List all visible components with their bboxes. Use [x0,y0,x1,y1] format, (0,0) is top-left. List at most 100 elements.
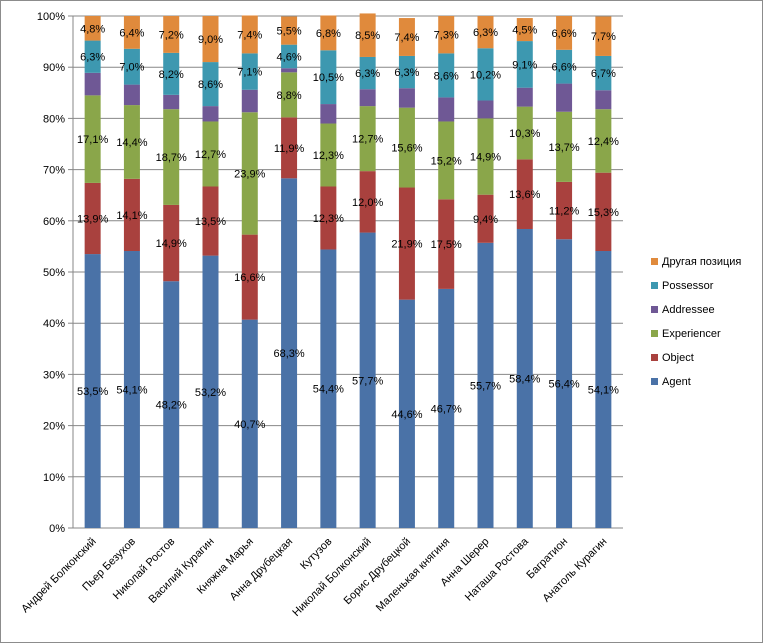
bar-segment [241,89,258,113]
data-label: 56,4% [548,379,579,391]
bar-segment [477,194,494,243]
data-label: 6,3% [355,68,380,80]
data-label: 15,3% [588,207,619,219]
data-label: 46,7% [431,403,462,415]
bar-segment [123,105,140,179]
bar-segment [84,182,101,255]
legend-swatch [651,258,658,265]
data-label: 23,9% [234,168,265,180]
x-tick-label: Андрей Болконский [19,536,99,616]
y-tick-label: 40% [43,318,65,330]
data-label: 14,4% [116,137,147,149]
data-label: 9,1% [512,59,537,71]
data-label: 8,5% [355,30,380,42]
bar-segment [202,186,219,256]
bar-segment [477,48,494,101]
data-label: 13,5% [195,216,226,228]
bar-segment [84,16,101,41]
data-label: 68,3% [273,348,304,360]
bar-segment [359,56,376,90]
bar-segment [477,118,494,195]
data-label: 6,4% [119,27,144,39]
legend-swatch [651,354,658,361]
bar-segment [123,84,140,106]
bar-segment [84,254,101,528]
y-tick-label: 70% [43,165,65,177]
bar-segment [202,121,219,187]
bar-segment [84,95,101,183]
bar-segment [163,204,180,282]
data-label: 54,4% [313,384,344,396]
data-label: 13,9% [77,213,108,225]
data-label: 40,7% [234,419,265,431]
bar-segment [595,109,612,173]
bar-segment [556,49,573,84]
bar-segment [281,72,298,118]
data-label: 57,7% [352,375,383,387]
data-label: 7,0% [119,62,144,74]
legend-swatch [651,330,658,337]
bar-segment [163,281,180,528]
data-label: 12,0% [352,197,383,209]
gridlines [73,15,623,529]
bar-segment [241,53,258,90]
data-label: 17,1% [77,134,108,146]
data-label: 55,7% [470,380,501,392]
bar-segment [359,13,376,57]
data-label: 17,5% [431,239,462,251]
data-label: 14,9% [470,152,501,164]
bar-segment [281,16,298,45]
bar-segment [595,251,612,528]
bar-segment [595,90,612,110]
x-tick-label: Николай Болконский [290,536,373,619]
data-label: 53,2% [195,387,226,399]
bar-segment [241,234,258,320]
bar-segment [595,55,612,91]
legend-label: Addressee [662,304,715,316]
data-label: 7,4% [237,29,262,41]
bar-segment [320,186,337,250]
data-label: 7,1% [237,67,262,79]
bar-segment [320,104,337,124]
bar-segment [163,52,180,95]
data-label: 12,3% [313,150,344,162]
data-label: 11,2% [549,206,580,218]
data-label: 6,8% [316,28,341,40]
y-tick-label: 10% [43,472,65,484]
bar-segment [123,16,140,49]
bar-segment [241,319,258,528]
x-tick-label: Маленькая княгиня [374,536,452,614]
bar-segment [398,55,415,89]
bar-segment [477,242,494,529]
data-label: 16,6% [234,272,265,284]
bar-segment [398,107,415,188]
bar-segment [320,249,337,529]
data-label: 4,8% [80,23,105,35]
data-label: 18,7% [156,152,187,164]
data-label: 54,1% [116,385,147,397]
bar-segment [320,50,337,105]
bar-segment [359,171,376,233]
y-tick-label: 100% [37,11,65,23]
data-label: 8,8% [277,90,302,102]
bar-segment [516,228,533,528]
data-label: 6,7% [591,68,616,80]
bar-segment [281,117,298,179]
data-label: 12,7% [352,134,383,146]
data-label: 4,6% [277,51,302,63]
bar-segment [398,299,415,528]
bar-segment [398,88,415,108]
bar-segment [556,111,573,182]
y-tick-label: 50% [43,267,65,279]
data-label: 10,2% [470,69,501,81]
data-label: 7,4% [394,32,419,44]
data-labels: 53,5% 13,9% 17,1% 6,3% 4,8% 54,1% 14,1% 14,4% 7,… [77,23,619,431]
data-label: 10,3% [509,128,540,140]
y-tick-label: 30% [43,369,65,381]
data-label: 48,2% [156,400,187,412]
bar-segment [281,68,298,73]
bar-segment [398,187,415,300]
bar-segment [516,159,533,229]
data-label: 44,6% [391,409,422,421]
